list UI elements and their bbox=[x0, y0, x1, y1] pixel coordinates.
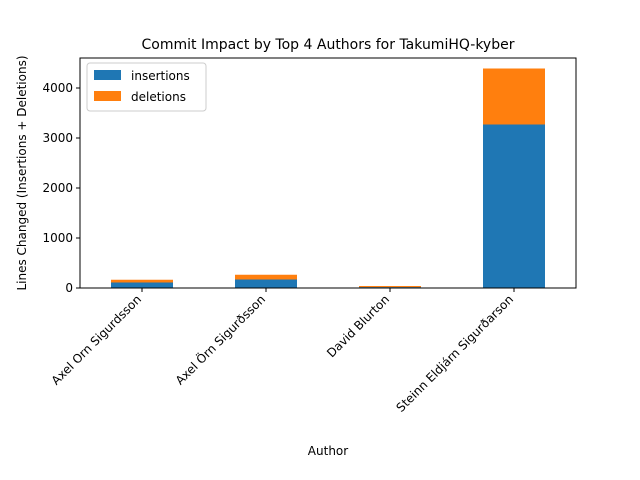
bar-deletions-2 bbox=[359, 286, 421, 288]
x-axis-label: Author bbox=[308, 444, 348, 458]
y-axis-label: Lines Changed (Insertions + Deletions) bbox=[15, 55, 29, 290]
bar-deletions-3 bbox=[483, 68, 545, 125]
legend-swatch-insertions bbox=[94, 70, 121, 80]
y-axis: 0 1000 2000 3000 4000 bbox=[42, 81, 80, 295]
bar-deletions-0 bbox=[111, 279, 173, 283]
legend-label-insertions: insertions bbox=[131, 69, 190, 83]
bar-insertions-3 bbox=[483, 124, 545, 288]
plot-frame bbox=[79, 57, 577, 289]
bar-deletions-1 bbox=[235, 274, 297, 280]
bar-insertions-0 bbox=[111, 282, 173, 288]
legend: insertions deletions bbox=[86, 62, 207, 112]
y-tick-label: 0 bbox=[65, 281, 73, 295]
y-tick-label: 3000 bbox=[42, 131, 73, 145]
legend-label-deletions: deletions bbox=[131, 90, 186, 104]
legend-swatch-deletions bbox=[94, 91, 121, 101]
bar-insertions-1 bbox=[235, 279, 297, 288]
bars-group bbox=[111, 68, 545, 288]
y-tick-label: 1000 bbox=[42, 231, 73, 245]
chart-title: Commit Impact by Top 4 Authors for Takum… bbox=[142, 37, 515, 53]
y-tick-label: 2000 bbox=[42, 181, 73, 195]
y-tick-label: 4000 bbox=[42, 81, 73, 95]
